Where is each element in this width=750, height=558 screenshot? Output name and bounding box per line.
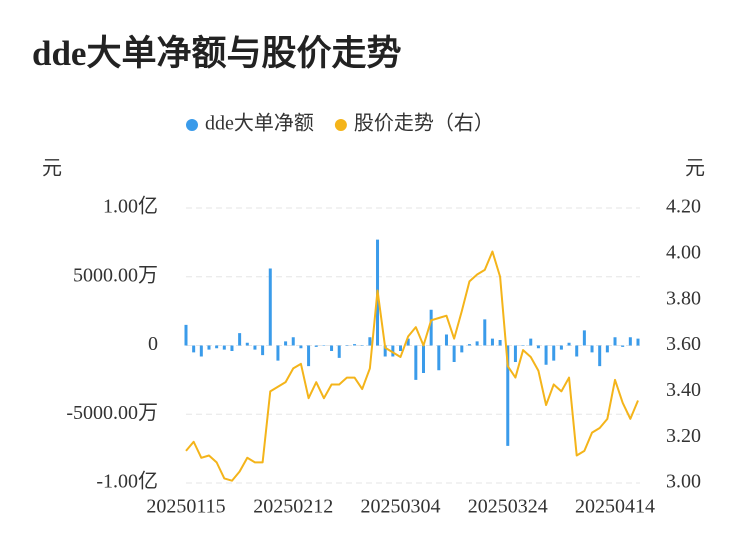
bar: [368, 337, 372, 346]
legend-label: 股价走势（右）: [354, 112, 494, 135]
bar: [284, 341, 288, 346]
bar: [353, 344, 357, 346]
y2-tick-label: 3.40: [666, 379, 701, 401]
y2-unit: 元: [685, 158, 705, 180]
bar: [429, 309, 433, 346]
bar: [268, 268, 272, 346]
bar: [330, 345, 334, 351]
y2-tick-label: 4.20: [666, 196, 701, 218]
bar: [421, 345, 425, 373]
x-tick-label: 20250212: [253, 496, 333, 518]
y2-tick-label: 3.80: [666, 287, 701, 309]
bar: [399, 345, 403, 351]
y-tick-label: -5000.00万: [66, 402, 158, 424]
x-tick-label: 20250304: [361, 496, 441, 518]
bar: [605, 345, 609, 353]
bar: [222, 345, 226, 350]
bar: [184, 324, 188, 346]
bar: [307, 345, 311, 367]
bar: [590, 345, 594, 353]
bar: [253, 345, 257, 350]
bar: [506, 345, 510, 446]
bar: [490, 338, 494, 346]
chart-title: dde大单净额与股价走势: [32, 34, 401, 73]
bar: [337, 345, 341, 358]
legend-marker: [186, 119, 198, 131]
y-unit: 元: [42, 158, 62, 180]
y2-tick-label: 3.00: [666, 471, 701, 493]
bar: [529, 338, 533, 346]
y-tick-label: 1.00亿: [103, 195, 158, 218]
bar: [391, 345, 395, 357]
bar: [230, 345, 234, 351]
bar: [544, 345, 548, 365]
bar: [414, 345, 418, 380]
bar: [613, 337, 617, 346]
bar: [521, 345, 525, 346]
bar: [345, 345, 349, 346]
legend-marker: [334, 119, 347, 131]
bar: [314, 345, 318, 347]
bar: [559, 345, 563, 350]
y2-tick-label: 3.60: [666, 333, 701, 355]
bar: [444, 334, 448, 346]
bar: [406, 338, 410, 346]
bar: [215, 345, 219, 349]
y-tick-label: -1.00亿: [96, 470, 158, 493]
bar: [299, 345, 303, 349]
bar: [383, 345, 387, 357]
x-tick-label: 20250324: [468, 496, 548, 518]
bar: [513, 345, 517, 362]
bar: [636, 338, 640, 346]
bar: [238, 333, 242, 346]
bar: [199, 345, 203, 357]
bar: [245, 342, 249, 346]
bar: [460, 345, 464, 353]
y-tick-label: 5000.00万: [73, 264, 158, 286]
bar: [291, 337, 295, 346]
bar: [552, 345, 556, 361]
bar: [322, 345, 326, 346]
bar: [192, 345, 196, 353]
bar: [261, 345, 265, 356]
bar: [452, 345, 456, 362]
x-tick-label: 20250115: [146, 496, 225, 518]
bar: [621, 345, 625, 347]
bar: [437, 345, 441, 371]
price-line: [185, 250, 639, 482]
bar: [207, 345, 211, 350]
x-tick-label: 20250414: [575, 496, 655, 518]
bar: [276, 345, 280, 361]
bar: [582, 330, 586, 346]
y2-tick-label: 3.20: [666, 425, 701, 447]
bar: [628, 337, 632, 346]
y2-tick-label: 4.00: [666, 241, 701, 263]
y-tick-label: 0: [148, 333, 158, 355]
bar: [467, 344, 471, 346]
bar: [598, 345, 602, 367]
bar: [483, 319, 487, 346]
bar: [360, 345, 364, 346]
bar: [567, 342, 571, 346]
bar: [575, 345, 579, 357]
bar: [475, 341, 479, 346]
bar: [498, 340, 502, 346]
legend-label: dde大单净额: [205, 112, 314, 135]
bar: [536, 345, 540, 349]
